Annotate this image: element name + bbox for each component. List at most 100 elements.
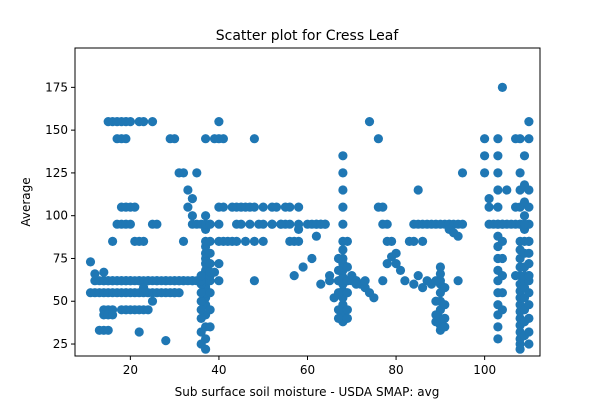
data-point <box>214 219 224 229</box>
data-point <box>497 253 507 264</box>
data-point <box>214 276 224 286</box>
data-point <box>174 276 184 286</box>
data-point <box>342 262 352 272</box>
data-point <box>139 236 149 246</box>
data-point <box>232 236 242 246</box>
data-point <box>342 305 352 315</box>
y-axis-title: Average <box>19 177 33 226</box>
data-point <box>108 236 118 246</box>
data-point <box>524 134 534 144</box>
data-point <box>209 267 220 277</box>
x-tick-label: 100 <box>473 363 496 377</box>
data-point <box>440 322 450 332</box>
data-point <box>205 259 215 269</box>
data-point <box>493 322 503 332</box>
data-point <box>400 276 410 286</box>
data-point <box>373 202 383 212</box>
data-point <box>342 313 352 323</box>
data-point <box>515 134 525 144</box>
y-tick-label: 175 <box>45 80 68 94</box>
data-point <box>510 271 521 281</box>
data-point <box>205 322 215 332</box>
data-point <box>178 236 189 246</box>
data-point <box>196 271 206 281</box>
data-point <box>139 117 149 127</box>
data-point <box>183 185 193 195</box>
data-point <box>183 202 193 212</box>
data-point <box>307 253 317 264</box>
data-point <box>497 219 507 229</box>
data-point <box>515 168 525 178</box>
data-point <box>435 219 445 229</box>
data-point <box>240 236 251 246</box>
data-point <box>378 219 388 229</box>
data-point <box>236 219 246 229</box>
data-point <box>214 259 224 269</box>
data-point <box>497 288 507 298</box>
x-tick-label: 60 <box>300 363 315 377</box>
data-point <box>218 202 228 212</box>
data-point <box>524 117 534 127</box>
data-point <box>369 293 379 303</box>
x-tick-label: 20 <box>123 363 138 377</box>
data-point <box>524 202 534 212</box>
data-point <box>387 252 397 262</box>
data-point <box>187 194 197 204</box>
data-point <box>493 134 503 144</box>
data-point <box>395 265 406 275</box>
data-point <box>524 327 534 337</box>
data-point <box>196 288 206 298</box>
data-point <box>431 310 441 320</box>
data-point <box>320 219 330 229</box>
data-point <box>333 288 344 298</box>
data-point <box>524 185 534 195</box>
data-point <box>249 202 259 212</box>
data-point <box>108 310 118 320</box>
data-point <box>258 236 268 246</box>
data-point <box>440 300 450 310</box>
data-point <box>338 168 348 178</box>
data-point <box>152 219 162 229</box>
data-point <box>85 257 96 267</box>
data-point <box>338 219 348 229</box>
data-point <box>99 267 109 277</box>
data-point <box>294 202 304 212</box>
data-point <box>267 219 277 229</box>
y-tick-label: 150 <box>45 123 68 137</box>
data-point <box>249 236 259 246</box>
data-point <box>338 245 348 255</box>
data-point <box>258 219 268 229</box>
data-point <box>245 219 255 229</box>
data-point <box>493 185 503 195</box>
data-point <box>524 259 534 269</box>
data-point <box>103 325 113 335</box>
data-point <box>276 219 286 229</box>
data-point <box>524 313 534 323</box>
data-point <box>205 248 215 258</box>
data-point <box>289 271 299 281</box>
data-point <box>147 117 158 127</box>
data-point <box>161 336 171 346</box>
data-point <box>205 305 215 315</box>
data-point <box>524 236 534 246</box>
data-point <box>285 219 295 229</box>
data-point <box>285 202 295 212</box>
data-point <box>524 248 534 258</box>
data-point <box>431 317 441 327</box>
data-point <box>493 168 503 178</box>
data-point <box>196 296 206 306</box>
data-point <box>205 236 215 246</box>
data-point <box>418 283 428 293</box>
data-point <box>364 117 375 127</box>
data-point <box>431 296 441 306</box>
data-point <box>510 202 521 212</box>
data-point <box>294 236 304 246</box>
data-point <box>502 185 512 195</box>
y-axis-ticks: 25 50 75 100 125 150 175 <box>45 80 75 351</box>
data-point <box>249 276 259 286</box>
data-point <box>519 211 530 221</box>
data-point <box>497 271 507 281</box>
data-point <box>422 276 432 286</box>
data-point <box>333 253 344 264</box>
data-point <box>409 236 419 246</box>
